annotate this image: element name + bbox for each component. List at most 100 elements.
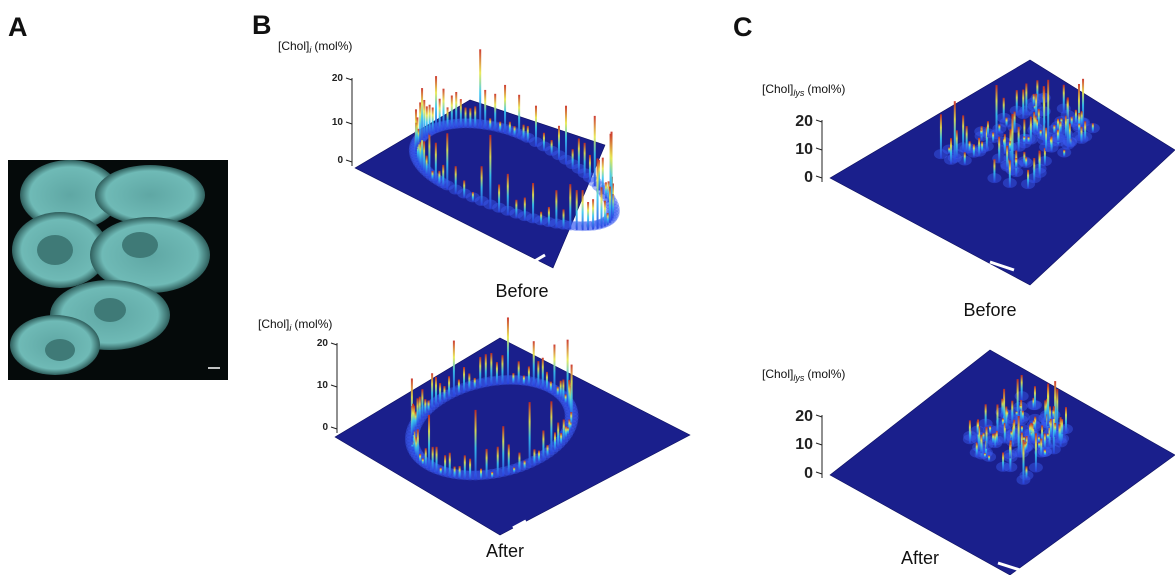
surface-spike xyxy=(518,94,521,138)
surface-spike xyxy=(533,449,536,465)
surface-spike xyxy=(950,138,953,164)
surface-spike xyxy=(1054,423,1057,438)
surface-spike xyxy=(1023,119,1026,148)
surface-spike xyxy=(508,121,511,135)
surface-spike xyxy=(458,466,461,479)
surface-spike xyxy=(479,356,482,388)
surface-spike xyxy=(435,76,438,132)
surface-spike xyxy=(1053,125,1056,134)
surface-spike xyxy=(1037,108,1040,126)
surface-spike xyxy=(1056,389,1059,431)
surface-spike xyxy=(453,466,456,478)
surface-spike xyxy=(1054,381,1057,436)
tick-label: 0 xyxy=(337,155,343,166)
surface-spike xyxy=(1015,411,1018,416)
surface-spike xyxy=(427,400,430,413)
surface-spike xyxy=(537,361,540,388)
surface-spike xyxy=(423,141,426,173)
surface-spike xyxy=(512,373,515,384)
surface-spike xyxy=(471,192,474,202)
surface-spike xyxy=(1023,136,1026,143)
surface-spike xyxy=(1045,127,1048,152)
panel-label: B xyxy=(252,10,272,40)
surface-plot: 20 10 0 [Chol]i (mol%) Before xyxy=(278,39,620,301)
tick-mark xyxy=(815,119,823,123)
surface-spike xyxy=(606,213,609,225)
surface-spike xyxy=(439,467,442,475)
axis-label: [Chol]lys (mol%) xyxy=(762,82,845,98)
tick-label: 20 xyxy=(795,113,813,130)
surface-spike xyxy=(1033,386,1036,410)
surface-spike xyxy=(419,102,422,143)
surface-spike xyxy=(1066,97,1069,149)
axis-label-sub: lys xyxy=(793,88,804,98)
surface-spike xyxy=(545,371,548,391)
surface-spike xyxy=(575,190,578,230)
surface-spike xyxy=(1029,424,1032,438)
surface-spike xyxy=(496,446,499,478)
surface-spike xyxy=(469,458,472,480)
caption: After xyxy=(486,541,524,561)
axis-label: [Chol]lys (mol%) xyxy=(762,367,845,383)
surface-spike xyxy=(1034,416,1037,431)
surface-spike xyxy=(562,419,565,442)
surface-spike xyxy=(1012,420,1015,443)
surface-spike xyxy=(962,115,965,152)
surface-spike xyxy=(490,353,493,386)
surface-spike xyxy=(980,434,983,454)
surface-spike xyxy=(420,129,423,170)
surface-spike xyxy=(983,453,986,458)
surface-spike xyxy=(553,432,556,452)
surface-spike xyxy=(986,121,989,138)
surface-spike xyxy=(604,182,607,199)
surface-spike xyxy=(1038,442,1041,449)
surface-spike xyxy=(1008,141,1011,151)
surface-spike xyxy=(1063,149,1066,157)
surface-spike xyxy=(1003,134,1006,154)
surface-spike xyxy=(939,114,942,159)
surface-spike xyxy=(417,128,420,145)
surface-spike xyxy=(1036,80,1039,103)
surface-spike xyxy=(601,157,604,195)
surface-spike xyxy=(526,125,529,142)
surface-spike xyxy=(1003,388,1006,433)
surface-spike xyxy=(494,93,497,131)
surface-spike xyxy=(504,84,507,133)
surface-plot: 20 10 0 [Chol]lys (mol%) Before xyxy=(762,59,1175,320)
tick-mark xyxy=(815,471,823,475)
tick-mark xyxy=(815,414,823,418)
surface-spike xyxy=(506,173,509,215)
surface-spike xyxy=(443,386,446,401)
surface-plane xyxy=(829,59,1175,286)
surface-spike xyxy=(1033,105,1036,111)
surface-spike xyxy=(468,373,471,391)
surface-spike xyxy=(498,184,501,212)
surface-spike xyxy=(593,115,596,186)
surface-spike xyxy=(992,132,995,143)
surface-spike xyxy=(596,158,599,229)
surface-spike xyxy=(474,106,477,128)
surface-spike xyxy=(418,396,421,422)
surface-spike xyxy=(522,375,525,385)
surface-spike xyxy=(428,414,431,470)
surface-spike xyxy=(1047,79,1050,142)
surface-spike xyxy=(564,426,567,439)
surface-spike xyxy=(1052,406,1055,454)
surface-spike xyxy=(1015,90,1018,115)
surface-spike xyxy=(1068,123,1071,146)
surface-spike xyxy=(469,108,472,128)
surface-spike xyxy=(553,344,556,394)
scale-bar xyxy=(997,561,1021,572)
surface-spike xyxy=(502,426,505,476)
surface-spike xyxy=(953,101,956,162)
surface-spike xyxy=(463,367,466,393)
surface-spike xyxy=(485,448,488,479)
caption: Before xyxy=(963,300,1016,320)
surface-spike xyxy=(464,107,467,128)
surface-spike xyxy=(1002,452,1005,471)
surface-spike xyxy=(1043,449,1046,456)
surface-spike xyxy=(416,429,419,460)
surface-spike xyxy=(1070,116,1073,127)
surface-spike xyxy=(1031,423,1034,443)
surface-spike xyxy=(534,105,537,147)
